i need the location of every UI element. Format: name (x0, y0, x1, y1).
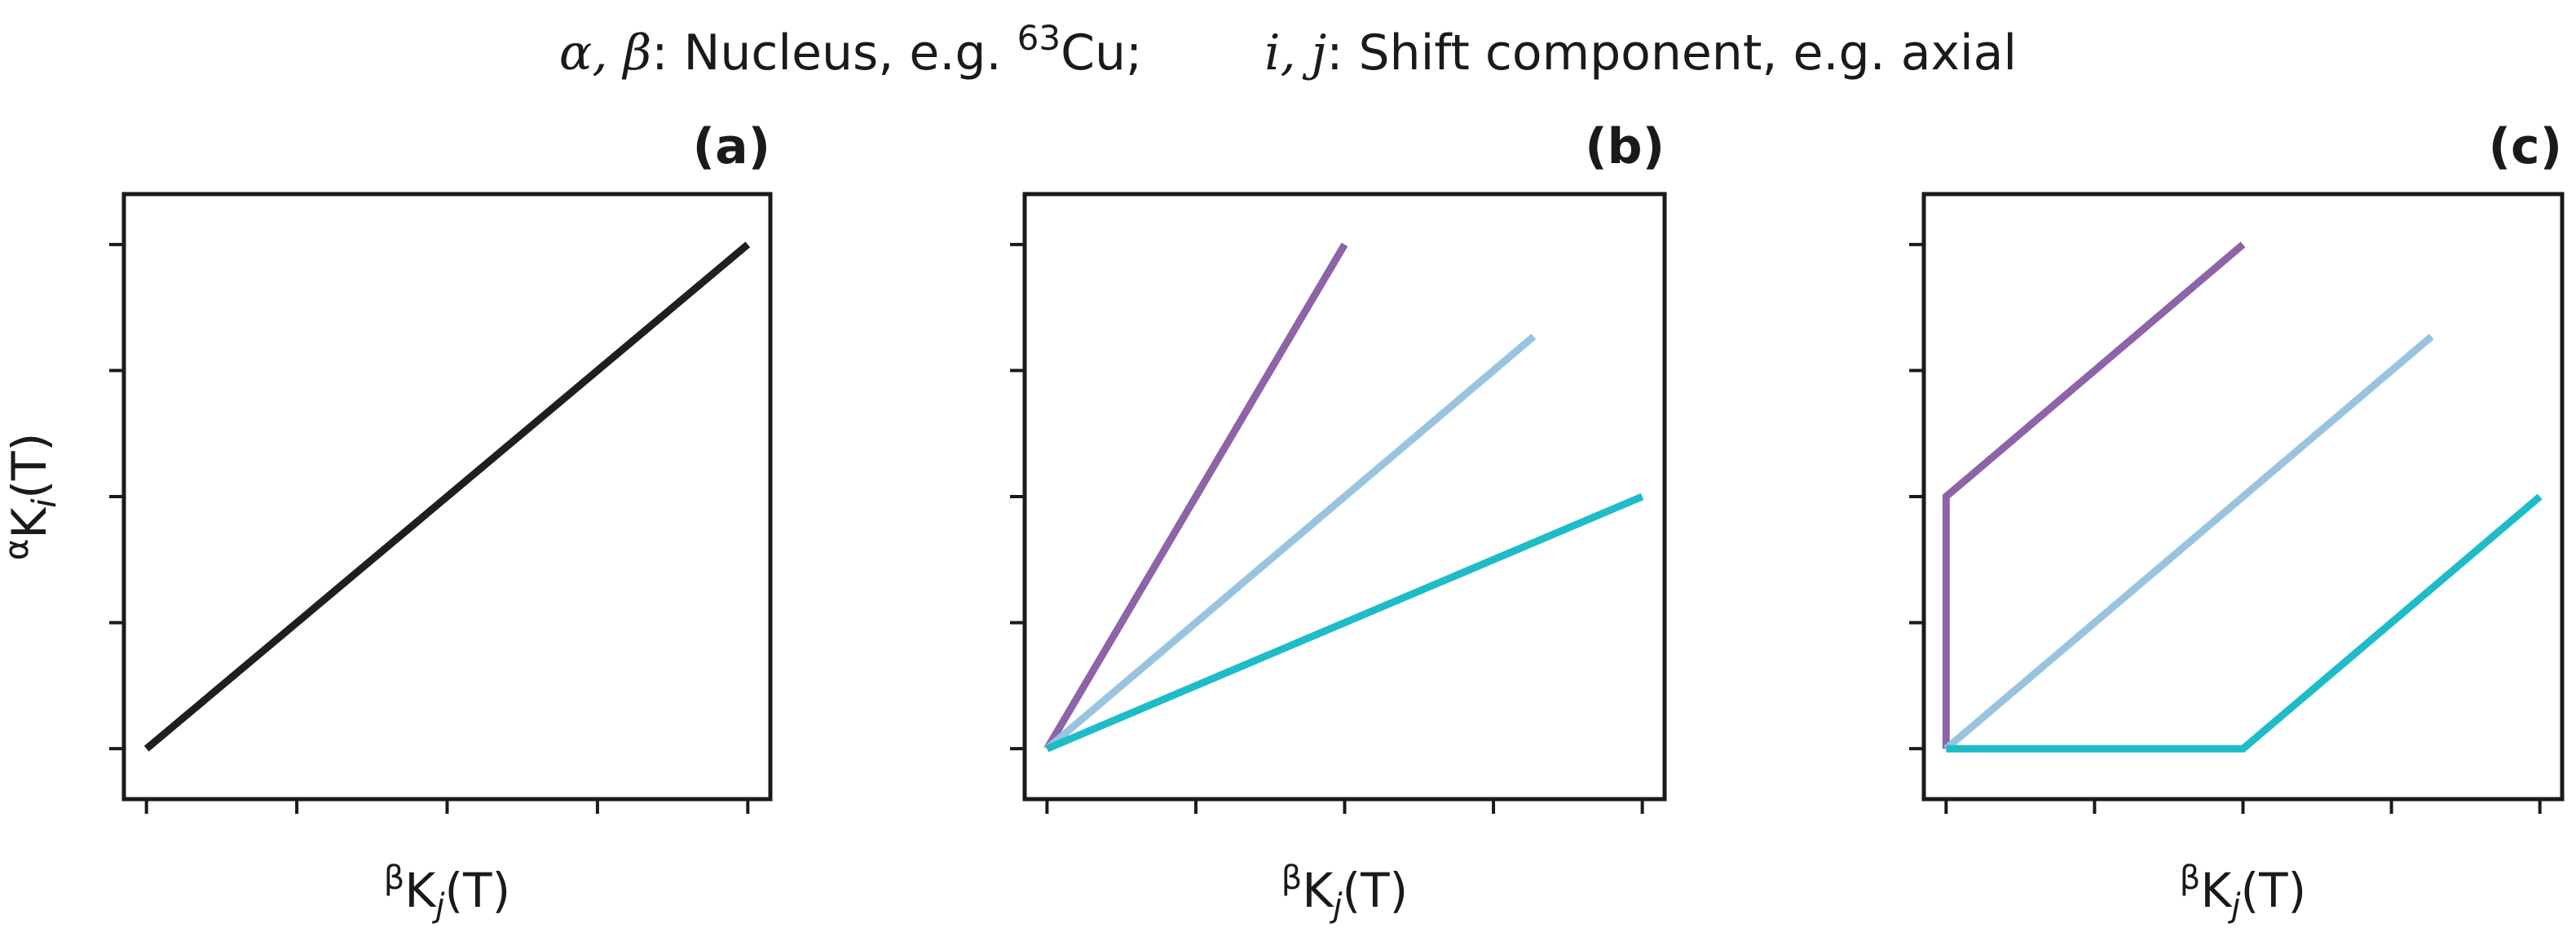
x-label-sub: j (431, 887, 445, 925)
x-label-suffix: (T) (1343, 863, 1409, 918)
y-label-main: K (2, 506, 57, 539)
y-axis-label: αKi(T) (0, 433, 64, 560)
x-label-prefix: β (384, 859, 405, 897)
panel-label: (a) (693, 118, 770, 175)
title-shift-label: : Shift component, e.g. axial (1326, 24, 2018, 82)
panel-label: (b) (1585, 118, 1665, 175)
series-line-light-blue (1943, 334, 2434, 752)
y-label-suffix: (T) (2, 433, 57, 499)
x-label-sub: j (2227, 887, 2241, 925)
series-line-purple (1043, 242, 1348, 751)
x-axis-label: βKj(T) (384, 859, 510, 925)
x-label-sub: j (1329, 887, 1343, 925)
series-line-black (143, 241, 751, 752)
series-line-cyan (1946, 493, 2543, 753)
series-line-purple (1942, 241, 2246, 749)
y-label-suffix: (T) (2, 433, 57, 499)
panel-c: (c)βKj(T)αKi(T) (0, 118, 2565, 925)
x-axis-label: βKj(T) (1281, 859, 1408, 925)
y-label-suffix: (T) (2, 433, 57, 499)
title-nucleus-label: : Nucleus, e.g. (651, 24, 1017, 82)
y-label-main: K (2, 506, 57, 539)
panel-a: (a)βKj(T)αKi(T) (0, 118, 773, 925)
y-axis-label: αKi(T) (0, 433, 64, 560)
x-label-main: K (1302, 863, 1334, 918)
x-label-prefix: β (1281, 859, 1303, 897)
x-label-main: K (404, 863, 437, 918)
title-isotope-symbol: Cu; (1061, 24, 1143, 82)
x-label-suffix: (T) (445, 863, 511, 918)
y-label-prefix: α (0, 539, 36, 560)
x-label-main: K (2200, 863, 2233, 918)
series-line-light-blue (1044, 334, 1537, 752)
y-label-prefix: α (0, 539, 36, 560)
title-i-j: i, j (1264, 24, 1327, 82)
panel-label: (c) (2489, 118, 2562, 175)
figure-title: α, β: Nucleus, e.g. 63Cu; i, j: Shift com… (0, 3, 2576, 88)
y-axis-label: αKi(T) (0, 433, 64, 560)
y-label-prefix: α (0, 539, 36, 560)
y-label-main: K (2, 506, 57, 539)
panel-b: (b)βKj(T)αKi(T) (0, 118, 1667, 925)
y-label-sub: i (26, 499, 64, 508)
y-label-sub: i (26, 499, 64, 508)
x-label-prefix: β (2180, 859, 2201, 897)
x-label-suffix: (T) (2241, 863, 2307, 918)
x-axis-label: βKj(T) (2180, 859, 2306, 925)
series-line-cyan (1045, 493, 1644, 753)
title-alpha-beta: α, β (558, 24, 652, 82)
title-isotope-mass: 63 (1017, 18, 1061, 58)
y-label-sub: i (26, 499, 64, 508)
